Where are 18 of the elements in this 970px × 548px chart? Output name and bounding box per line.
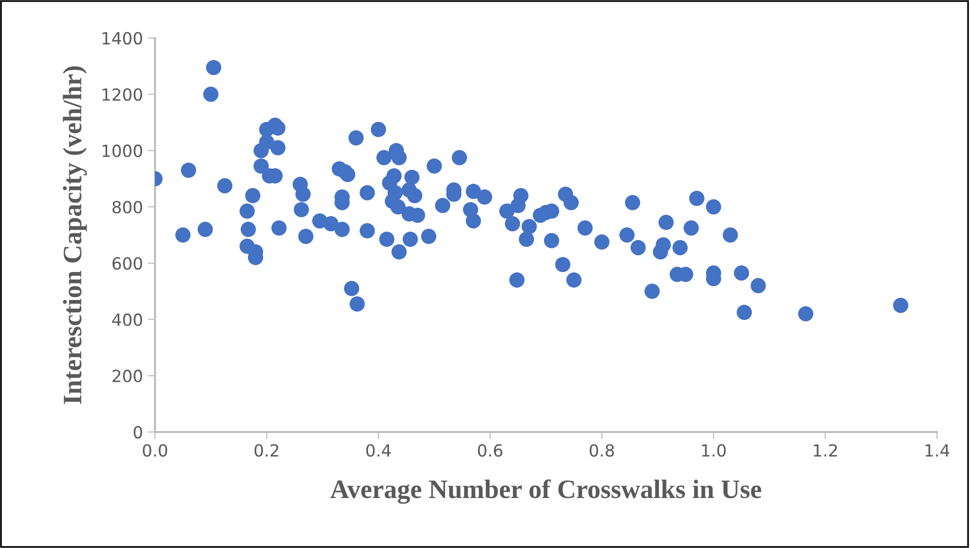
x-tick-label: 0.8 <box>590 444 614 457</box>
y-tick-label: 600 <box>112 257 142 270</box>
x-tick-label: 0.0 <box>142 444 168 457</box>
x-tick-label: 1.0 <box>702 444 726 457</box>
x-axis-title: Average Number of Crosswalks in Use <box>330 479 762 504</box>
y-tick-label: 400 <box>112 313 142 326</box>
x-tick-label: 0.6 <box>478 444 502 457</box>
x-tick-label: 1.2 <box>814 444 837 456</box>
y-tick-label: 1200 <box>102 88 142 101</box>
y-tick-label: 800 <box>112 200 142 214</box>
y-axis-title: Interesction Capacity (veh/hr) <box>62 66 87 404</box>
x-tick-label: 0.2 <box>254 444 278 457</box>
x-tick-label: 1.4 <box>926 444 950 456</box>
y-tick-label: 1000 <box>102 144 142 158</box>
y-tick-label: 200 <box>112 370 142 382</box>
y-tick-label: 0 <box>134 426 142 439</box>
x-tick-label: 0.4 <box>366 444 391 457</box>
y-tick-label: 1400 <box>102 32 142 45</box>
